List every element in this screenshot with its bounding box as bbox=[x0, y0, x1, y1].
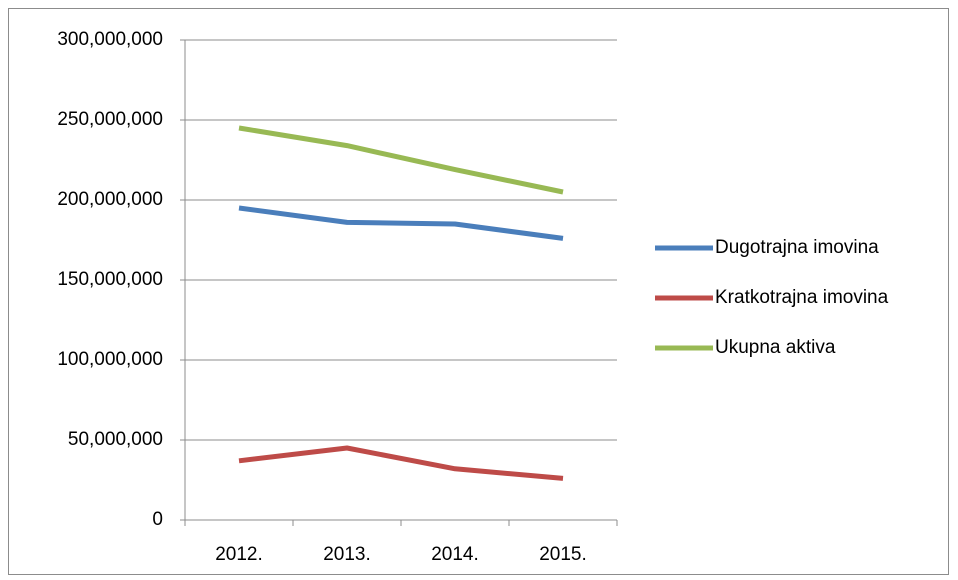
series-line bbox=[238, 205, 564, 241]
y-tick-label: 0 bbox=[152, 509, 163, 530]
y-tick-label: 100,000,000 bbox=[57, 349, 163, 370]
x-tick-label: 2013. bbox=[323, 544, 371, 565]
chart-frame bbox=[8, 8, 949, 575]
y-tick-label: 150,000,000 bbox=[57, 269, 163, 290]
y-tick-label: 250,000,000 bbox=[57, 109, 163, 130]
x-tick-label: 2012. bbox=[215, 544, 263, 565]
legend-label: Ukupna aktiva bbox=[715, 337, 836, 358]
y-tick-label: 200,000,000 bbox=[57, 189, 163, 210]
x-tick-label: 2015. bbox=[539, 544, 587, 565]
x-tick-label: 2014. bbox=[431, 544, 479, 565]
y-tick-label: 50,000,000 bbox=[68, 429, 163, 450]
series-line bbox=[238, 125, 564, 195]
legend-label: Dugotrajna imovina bbox=[715, 237, 879, 258]
series-line bbox=[238, 445, 564, 481]
legend-label: Kratkotrajna imovina bbox=[715, 287, 889, 308]
y-tick-label: 300,000,000 bbox=[57, 29, 163, 50]
